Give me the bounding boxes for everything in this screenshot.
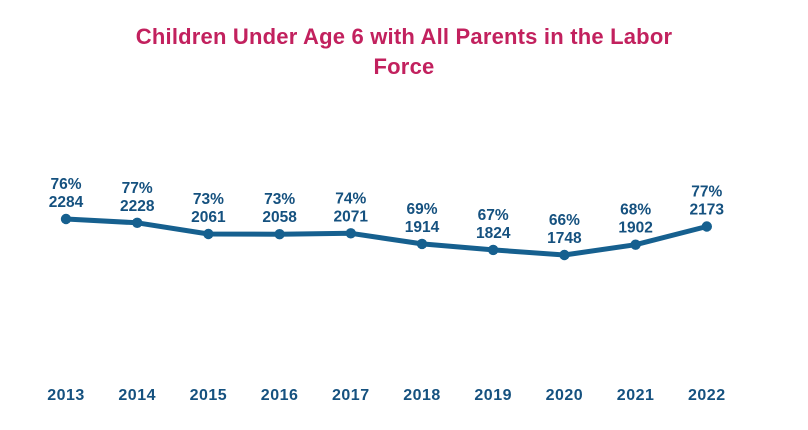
point-percent-label: 73%	[264, 191, 295, 208]
x-axis-year-label: 2016	[261, 387, 299, 404]
point-percent-label: 77%	[122, 180, 153, 197]
trend-line	[63, 216, 710, 258]
data-point	[701, 221, 712, 232]
point-percent-label: 67%	[478, 207, 509, 224]
point-count-label: 1914	[405, 219, 440, 236]
data-point	[132, 217, 143, 228]
data-point	[345, 228, 356, 239]
x-axis-year-label: 2022	[688, 387, 726, 404]
x-axis-year-label: 2013	[47, 387, 85, 404]
point-percent-label: 73%	[193, 191, 224, 208]
point-count-label: 2228	[120, 198, 155, 215]
data-point	[203, 228, 214, 240]
point-percent-label: 76%	[50, 176, 81, 193]
point-count-label: 2058	[262, 209, 297, 226]
point-count-label: 2284	[49, 194, 84, 211]
point-count-label: 2061	[191, 209, 226, 226]
x-axis-year-label: 2014	[118, 387, 156, 404]
x-axis-year-label: 2021	[617, 387, 655, 404]
data-point	[416, 238, 428, 250]
point-count-label: 1748	[547, 230, 582, 247]
x-axis-year-label: 2017	[332, 387, 370, 404]
data-point	[60, 213, 72, 225]
x-axis-year-label: 2020	[546, 387, 584, 404]
data-point	[559, 249, 570, 261]
x-axis-year-label: 2019	[474, 387, 512, 404]
point-count-label: 1902	[618, 220, 652, 237]
point-percent-label: 77%	[691, 184, 722, 201]
point-count-label: 2071	[334, 208, 369, 225]
point-percent-label: 68%	[620, 202, 651, 219]
data-point	[274, 229, 285, 240]
data-point	[488, 244, 499, 256]
x-axis-year-label: 2018	[403, 387, 441, 404]
point-count-label: 2173	[690, 202, 725, 219]
point-percent-label: 74%	[335, 190, 366, 207]
point-count-label: 1824	[476, 225, 511, 242]
point-percent-label: 66%	[549, 212, 580, 229]
x-axis-year-label: 2015	[190, 387, 228, 404]
chart-title: Children Under Age 6 with All Parents in…	[135, 24, 673, 79]
data-point	[630, 239, 641, 250]
point-percent-label: 69%	[406, 201, 437, 218]
